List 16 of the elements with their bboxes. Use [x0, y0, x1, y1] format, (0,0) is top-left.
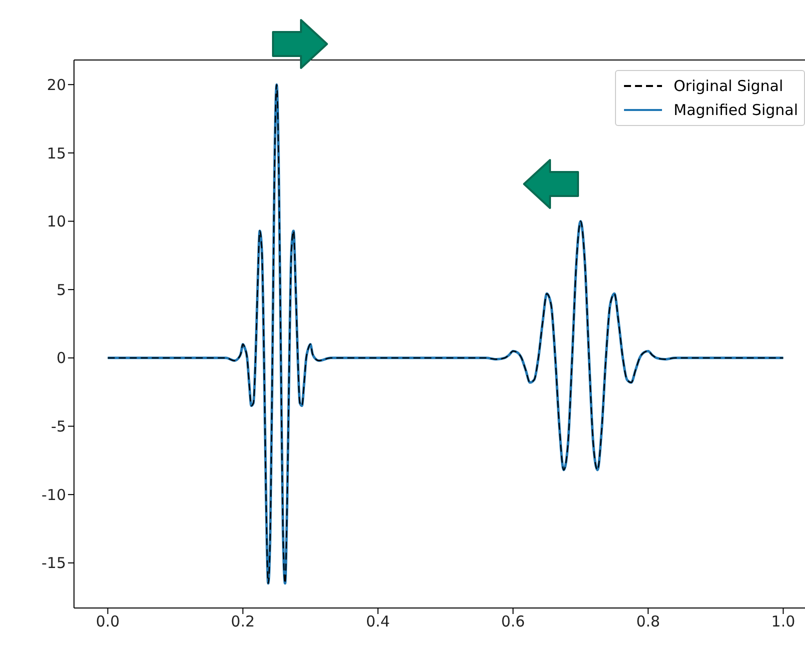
y-tick-label: -10	[42, 486, 66, 504]
x-tick-label: 0.4	[366, 612, 390, 631]
y-tick-label: 10	[46, 212, 66, 231]
x-tick-label: 0.0	[96, 612, 120, 631]
y-tick-label: 20	[46, 76, 66, 94]
legend-label: Magnified Signal	[674, 101, 798, 119]
x-tick-label: 0.6	[501, 612, 525, 631]
y-tick-label: 5	[56, 280, 66, 299]
x-tick-label: 0.8	[636, 612, 660, 631]
legend-label: Original Signal	[674, 77, 784, 95]
y-tick-label: -15	[42, 554, 66, 572]
x-tick-label: 1.0	[771, 612, 796, 631]
y-tick-label: 15	[46, 144, 66, 162]
x-tick-label: 0.2	[230, 612, 255, 631]
y-tick-label: 0	[56, 349, 66, 368]
y-tick-label: -5	[51, 418, 66, 436]
